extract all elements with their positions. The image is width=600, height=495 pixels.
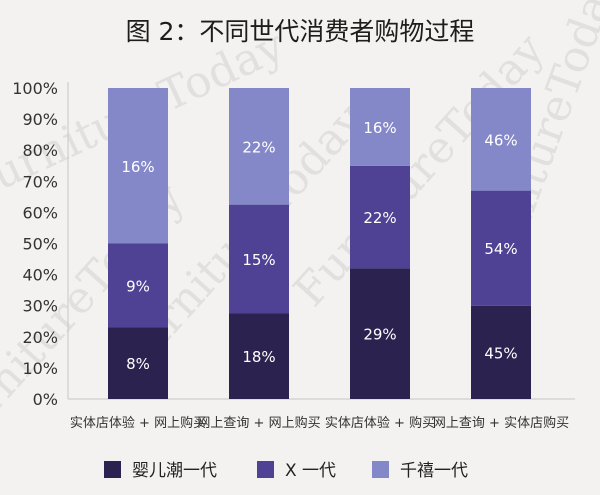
data-label: 8%	[126, 355, 150, 373]
category-label: 网上查询 + 实体店购买	[433, 415, 569, 431]
legend-label: X 一代	[285, 461, 336, 481]
y-tick-label: 10%	[22, 359, 58, 378]
bar-segment	[229, 88, 289, 205]
data-label: 18%	[242, 348, 275, 366]
data-label: 16%	[363, 119, 396, 137]
legend-swatch	[104, 461, 121, 478]
data-label: 16%	[121, 158, 154, 176]
data-label: 45%	[484, 344, 517, 362]
legend-label: 千禧一代	[400, 461, 468, 481]
bar-segment	[471, 88, 531, 191]
y-tick-label: 30%	[22, 297, 58, 316]
y-tick-label: 20%	[22, 328, 58, 347]
legend-swatch	[372, 461, 389, 478]
y-axis: 0% 10% 20% 30% 40% 50% 60% 70% 80% 90% 100%	[12, 79, 575, 409]
y-tick-label: 60%	[22, 203, 58, 222]
bar-segment	[108, 327, 168, 399]
bar-segment	[229, 204, 289, 314]
y-tick-label: 0%	[33, 390, 58, 409]
data-label: 46%	[484, 131, 517, 149]
y-tick-label: 100%	[12, 79, 58, 98]
category-label: 网上查询 + 网上购买	[197, 415, 320, 431]
bars: 8% 9% 16% 18% 15% 22% 29% 22% 16% 45% 54% 46%	[108, 88, 531, 399]
y-tick-label: 40%	[22, 266, 58, 285]
category-label: 实体店体验 + 网上购买	[70, 415, 206, 431]
data-label: 22%	[363, 209, 396, 227]
data-label: 15%	[242, 251, 275, 269]
bar-segment	[108, 243, 168, 328]
legend: 婴儿潮一代 X 一代 千禧一代	[104, 461, 468, 481]
bar-segment	[350, 88, 410, 166]
legend-swatch	[257, 461, 274, 478]
data-label: 22%	[242, 138, 275, 156]
y-tick-label: 50%	[22, 235, 58, 254]
chart-title: 图 2：不同世代消费者购物过程	[126, 17, 475, 46]
bar-segment	[229, 313, 289, 399]
bar-segment	[108, 88, 168, 244]
data-label: 9%	[126, 277, 150, 295]
bar-segment	[471, 305, 531, 399]
bar-segment	[350, 268, 410, 399]
y-tick-label: 90%	[22, 110, 58, 129]
y-tick-label: 70%	[22, 172, 58, 191]
legend-label: 婴儿潮一代	[132, 461, 217, 481]
bar-segment	[471, 190, 531, 306]
data-label: 54%	[484, 240, 517, 258]
data-label: 29%	[363, 326, 396, 344]
category-label: 实体店体验 + 购买	[325, 415, 435, 431]
y-tick-label: 80%	[22, 141, 58, 160]
bar-segment	[350, 165, 410, 269]
